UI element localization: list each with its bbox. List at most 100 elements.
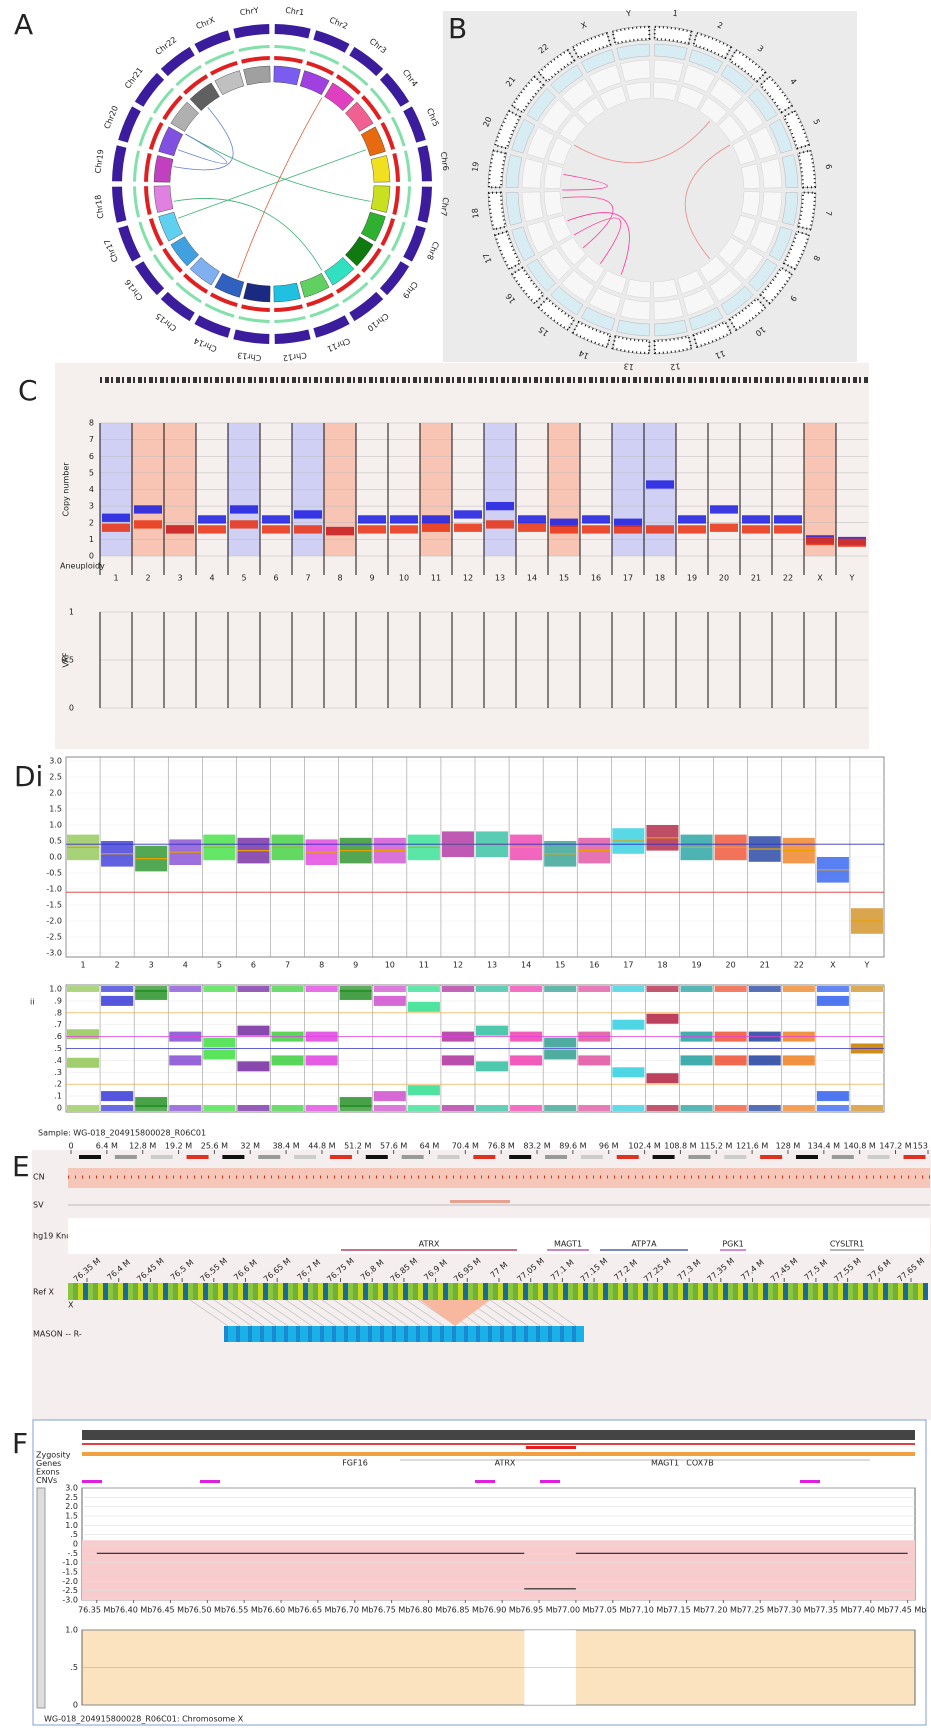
track-ring bbox=[561, 270, 595, 302]
ideogram-outer bbox=[403, 106, 426, 143]
hom-band bbox=[680, 986, 713, 992]
signal-ring bbox=[133, 186, 141, 218]
x-tick-label: 77.30 Mb bbox=[778, 1606, 815, 1615]
track-ring bbox=[526, 126, 555, 160]
reference-stripe bbox=[398, 1283, 403, 1300]
x-tick-label: 77.20 Mb bbox=[705, 1606, 742, 1615]
chromosome-label: Chr2 bbox=[328, 15, 349, 31]
hom-band bbox=[271, 1105, 304, 1111]
copy-number-band bbox=[710, 523, 738, 532]
track-label: Exons bbox=[36, 1468, 60, 1477]
chromosome-segment bbox=[273, 65, 301, 86]
cytoband bbox=[186, 1155, 209, 1159]
chromosome-segment bbox=[324, 82, 355, 111]
baf-band bbox=[101, 995, 134, 1006]
signal-ring bbox=[204, 50, 235, 66]
baf-band bbox=[101, 1091, 134, 1102]
reference-stripe bbox=[843, 1283, 848, 1300]
baf-band bbox=[237, 1061, 270, 1072]
reference-stripe bbox=[673, 1283, 678, 1300]
chromosome-label: Chr20 bbox=[102, 105, 120, 131]
hom-band bbox=[816, 986, 849, 992]
track-label: hg19 Known bbox=[33, 1232, 83, 1241]
reference-stripe bbox=[293, 1283, 298, 1300]
expression-ring bbox=[781, 192, 799, 226]
reference-stripe bbox=[108, 1283, 113, 1300]
alignment-link bbox=[369, 1299, 409, 1327]
read-stripe bbox=[504, 1326, 508, 1342]
track-ring bbox=[620, 298, 651, 321]
reference-stripe bbox=[713, 1283, 718, 1300]
track-ring bbox=[625, 279, 651, 299]
y-tick-label: 8 bbox=[89, 419, 94, 428]
reference-stripe bbox=[583, 1283, 588, 1300]
x-tick-label: 76.50 Mb bbox=[189, 1606, 226, 1615]
copy-number-band bbox=[390, 515, 418, 524]
x-tick-label: 76.40 Mb bbox=[115, 1606, 152, 1615]
ideogram-outer bbox=[118, 106, 141, 143]
chromosome-label: 8 bbox=[337, 574, 342, 583]
cnv-mark bbox=[82, 1480, 102, 1483]
track-ring bbox=[547, 215, 572, 243]
chromosome-label: 19 bbox=[687, 574, 697, 583]
hom-band bbox=[748, 1105, 781, 1111]
chromosome-segment bbox=[170, 236, 199, 267]
expression-ring bbox=[768, 226, 793, 262]
copy-number-band bbox=[518, 515, 546, 524]
ideogram-outer bbox=[160, 46, 195, 77]
hom-band bbox=[476, 986, 509, 992]
read-stripe bbox=[436, 1326, 440, 1342]
read-stripe bbox=[400, 1326, 404, 1342]
chromosome-label: Chr4 bbox=[401, 68, 420, 89]
chromosome-label: 12 bbox=[463, 574, 473, 583]
panel-label: E bbox=[12, 1150, 30, 1183]
chromosome-label: 16 bbox=[589, 961, 599, 970]
track-ring bbox=[749, 220, 778, 254]
reference-stripe bbox=[123, 1283, 128, 1300]
copy-number-band bbox=[390, 525, 418, 534]
hom-band bbox=[271, 986, 304, 992]
y-tick-label: -2.0 bbox=[46, 917, 62, 926]
hom-band bbox=[237, 986, 270, 992]
chromosome-segment bbox=[324, 257, 355, 286]
track-ring bbox=[599, 270, 627, 295]
link bbox=[237, 97, 323, 279]
reference-stripe bbox=[623, 1283, 628, 1300]
signal-ring bbox=[306, 60, 335, 76]
reference-stripe bbox=[708, 1283, 713, 1300]
reference-stripe bbox=[363, 1283, 368, 1300]
read-stripe bbox=[568, 1326, 572, 1342]
y-tick-label: 3.0 bbox=[49, 757, 62, 766]
ideogram-band bbox=[494, 109, 522, 150]
cytoband bbox=[867, 1155, 890, 1159]
overview-tick-label: 44.8 M bbox=[308, 1142, 335, 1151]
cytoband bbox=[258, 1155, 281, 1159]
reference-stripe bbox=[538, 1283, 543, 1300]
read-stripe bbox=[336, 1326, 340, 1342]
overview-tick-label: 51.2 M bbox=[344, 1142, 371, 1151]
hom-band bbox=[407, 1105, 440, 1111]
gene-track bbox=[68, 1218, 930, 1254]
read-stripe bbox=[508, 1326, 512, 1342]
signal-ring bbox=[392, 186, 400, 215]
signal-ring bbox=[241, 56, 270, 64]
y-tick-label: 0 bbox=[73, 1701, 78, 1710]
read-stripe bbox=[420, 1326, 424, 1342]
copy-number-band bbox=[710, 505, 738, 514]
expression-ring bbox=[550, 286, 584, 316]
reference-stripe bbox=[643, 1283, 648, 1300]
panel-label: A bbox=[14, 8, 33, 41]
reference-stripe bbox=[758, 1283, 763, 1300]
overview-tick-label: 6.4 M bbox=[96, 1142, 118, 1151]
ideogram-outer bbox=[349, 46, 384, 77]
read-stripe bbox=[456, 1326, 460, 1342]
chromosome-label: 13 bbox=[495, 574, 505, 583]
signal-ring bbox=[403, 150, 411, 182]
panel-label: Di bbox=[14, 760, 43, 793]
reference-stripe bbox=[488, 1283, 493, 1300]
baf-band bbox=[816, 1091, 849, 1102]
reference-stripe bbox=[98, 1283, 103, 1300]
reference-stripe bbox=[88, 1283, 93, 1300]
copy-number-band bbox=[742, 525, 770, 534]
reference-stripe bbox=[558, 1283, 563, 1300]
